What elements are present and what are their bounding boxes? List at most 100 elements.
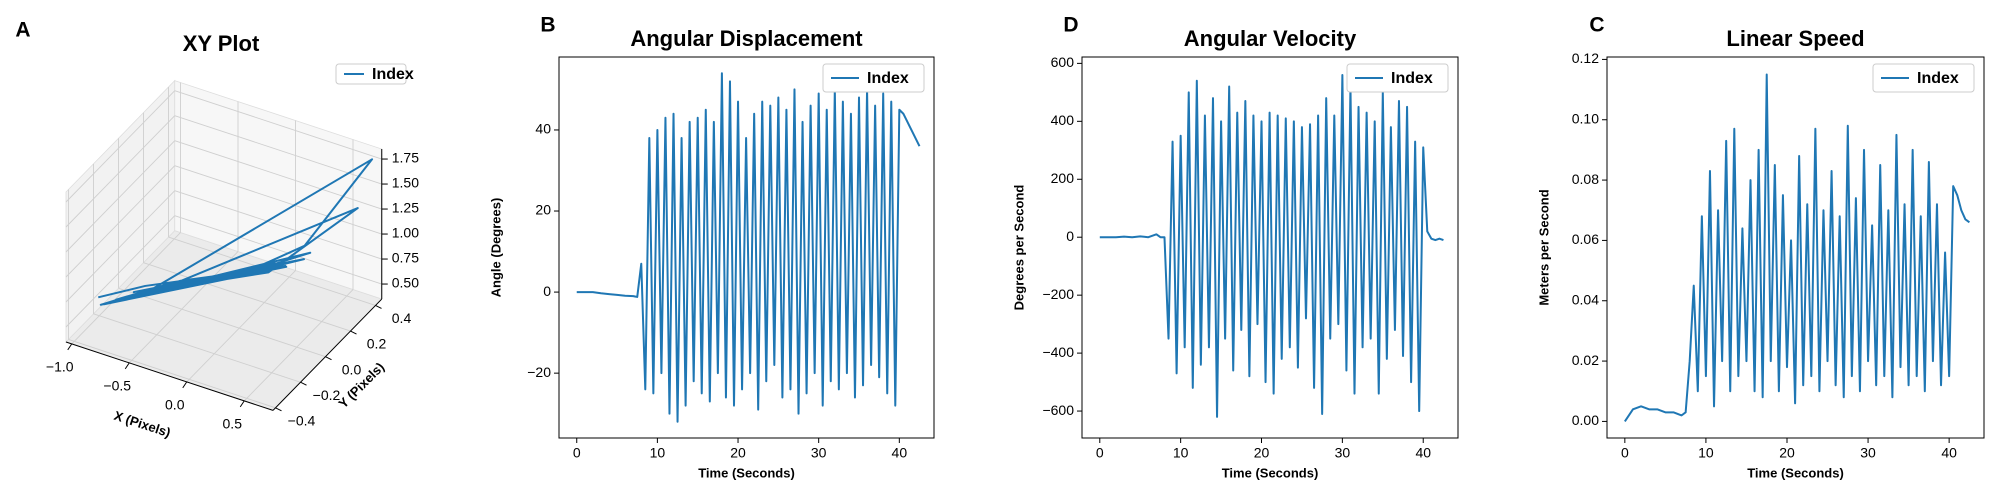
grid-line [174, 215, 382, 285]
x-tick-label: 40 [1415, 445, 1431, 461]
grid-line [118, 287, 326, 358]
panel-label: D [1063, 14, 1078, 37]
chart-title: XY Plot [183, 31, 260, 56]
grid-line [168, 236, 376, 306]
x-tick-label: 30 [811, 445, 827, 461]
legend-label: Index [1391, 70, 1433, 87]
y-axis-label: Angle (Degrees) [488, 198, 503, 298]
axis-line [272, 298, 383, 411]
grid-line [65, 215, 176, 328]
grid-line [128, 251, 239, 364]
legend-box [1346, 63, 1449, 93]
grid-line [174, 115, 382, 185]
chart-title: Angular Displacement [630, 26, 863, 51]
y-tick-label: 0.08 [1572, 171, 1599, 187]
x-tick-label: −0.5 [103, 378, 131, 394]
legend-box [335, 63, 407, 85]
y-tick-label: 0.0 [342, 361, 362, 377]
y-tick-label: −0.4 [288, 413, 316, 429]
y-tick-label: 0.10 [1572, 110, 1599, 126]
x-axis-label: Time (Seconds) [1222, 465, 1319, 480]
y-tick-label: −600 [1042, 402, 1074, 418]
data-line [1624, 73, 1971, 422]
x-tick-label: 0.0 [165, 397, 185, 413]
chart-title: Angular Velocity [1184, 26, 1357, 51]
x-tick-label: 0 [1621, 445, 1629, 461]
y-tick-label: 40 [535, 121, 551, 137]
x-tick-label: 30 [1860, 445, 1876, 461]
z-tick-label: 0.50 [392, 275, 419, 291]
grid-line [65, 90, 176, 203]
x-tick-label: 10 [1173, 445, 1189, 461]
x-tick [124, 362, 130, 370]
z-tick-label: 0.75 [392, 250, 419, 266]
x-axis-label: Time (Seconds) [698, 465, 795, 480]
axes-frame [1081, 56, 1459, 439]
x-tick-label: 40 [1941, 445, 1957, 461]
y-tick [375, 304, 382, 309]
x-tick-label: 10 [650, 445, 666, 461]
x-tick-label: 20 [1779, 445, 1795, 461]
grid-line [174, 165, 382, 235]
y-tick-label: 0.00 [1572, 412, 1599, 428]
grid-line [174, 90, 382, 160]
x-tick-label: 20 [730, 445, 746, 461]
grid-line [65, 140, 176, 253]
y-tick-label: 0 [1066, 228, 1074, 244]
legend-label: Index [372, 66, 414, 83]
grid-line [93, 313, 301, 383]
x-tick-label: 0 [1096, 445, 1104, 461]
x-tick-label: −1.0 [46, 359, 74, 375]
z-tick-label: 1.25 [392, 200, 419, 216]
grid-line [243, 289, 354, 402]
grid-line [174, 190, 382, 260]
grid-line [65, 190, 176, 303]
y-tick-label: 600 [1051, 54, 1075, 70]
y-tick-label: −20 [527, 364, 551, 380]
axes-frame [1606, 56, 1985, 439]
grid-line [71, 232, 181, 345]
x-tick-label: 30 [1335, 445, 1351, 461]
y-tick-label: 20 [535, 202, 551, 218]
grid-line [186, 270, 296, 383]
grid-line [68, 339, 276, 409]
y-tick-label: 0.12 [1572, 50, 1599, 66]
legend-box [822, 63, 925, 93]
y-tick-label: −200 [1042, 286, 1074, 302]
x-tick [67, 343, 73, 351]
y-axis-label: Meters per Second [1536, 189, 1551, 305]
legend-label: Index [867, 70, 909, 87]
y-tick-label: −0.2 [313, 387, 341, 403]
data-line [576, 72, 921, 423]
y-axis-label: Degrees per Second [1011, 185, 1026, 311]
data-line [98, 158, 374, 306]
z-tick-label: 1.75 [392, 150, 419, 166]
legend-box [1872, 63, 1975, 93]
data-line [1099, 73, 1444, 418]
grid-line [65, 165, 176, 278]
panel-label: B [540, 14, 555, 37]
y-tick-label: 200 [1051, 170, 1075, 186]
x-tick-label: 40 [892, 445, 908, 461]
x-tick [239, 400, 245, 408]
x-axis-label: X (Pixels) [112, 408, 172, 440]
y-tick-label: −400 [1042, 344, 1074, 360]
y-tick-label: 400 [1051, 112, 1075, 128]
y-tick-label: 0 [543, 283, 551, 299]
legend-label: Index [1917, 70, 1959, 87]
x-tick-label: 20 [1254, 445, 1270, 461]
x-axis-label: Time (Seconds) [1747, 465, 1844, 480]
x-tick-label: 0.5 [223, 416, 243, 432]
chart-title: Linear Speed [1726, 26, 1864, 51]
axes-frame [558, 56, 935, 439]
y-tick-label: 0.2 [367, 336, 387, 352]
y-tick-label: 0.02 [1572, 352, 1599, 368]
y-tick [350, 330, 357, 335]
y-tick [300, 381, 307, 386]
x-tick-label: 0 [573, 445, 581, 461]
z-tick-label: 1.50 [392, 175, 419, 191]
y-tick [275, 407, 282, 412]
x-tick-label: 10 [1698, 445, 1714, 461]
